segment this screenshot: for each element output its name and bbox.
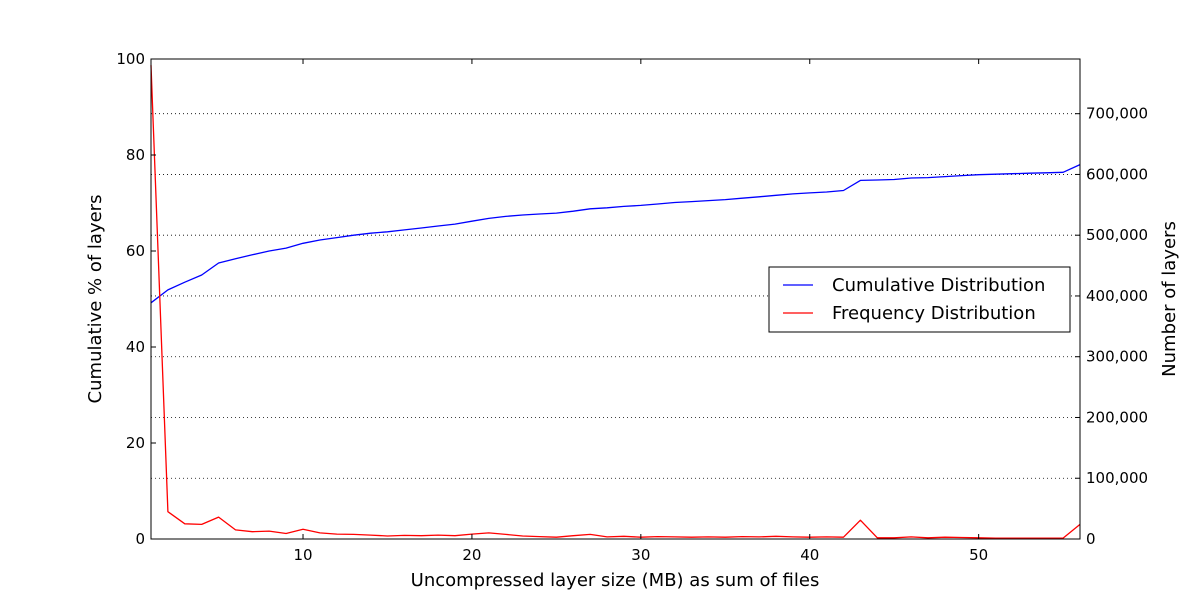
x-axis-label: Uncompressed layer size (MB) as sum of f… (411, 570, 820, 591)
x-tick-label: 10 (293, 546, 312, 564)
y-axis-label: Cumulative % of layers (85, 195, 106, 404)
y-tick-label: 100 (116, 50, 145, 68)
plot-frame (150, 58, 1081, 540)
y2-tick-label: 500,000 (1086, 226, 1148, 244)
y-tick-label: 20 (126, 434, 145, 452)
y2-tick-label: 700,000 (1086, 105, 1148, 123)
y2-tick-label: 300,000 (1086, 348, 1148, 366)
legend-frame (768, 266, 1071, 333)
x-tick-label: 30 (631, 546, 650, 564)
x-tick-label: 40 (800, 546, 819, 564)
legend: Cumulative Distribution Frequency Distri… (768, 266, 1071, 333)
legend-label-cumulative: Cumulative Distribution (832, 275, 1045, 296)
y-tick-label: 80 (126, 146, 145, 164)
x-tick-label: 50 (969, 546, 988, 564)
series-lines (150, 65, 1081, 539)
y-tick-label: 40 (126, 338, 145, 356)
y2-axis-label: Number of layers (1159, 221, 1180, 377)
x-tick-label: 20 (462, 546, 481, 564)
y-tick-label: 0 (135, 530, 145, 548)
series-line-frequency (150, 65, 1081, 539)
y-tick-label: 60 (126, 242, 145, 260)
grid-lines (151, 113, 1080, 479)
y2-tick-label: 400,000 (1086, 287, 1148, 305)
y2-tick-label: 100,000 (1086, 469, 1148, 487)
legend-label-frequency: Frequency Distribution (832, 303, 1036, 324)
y2-tick-label: 0 (1086, 530, 1096, 548)
y2-tick-label: 200,000 (1086, 408, 1148, 426)
series-line-cumulative (150, 164, 1081, 304)
y2-axis-ticks: 0 100,000 200,000 300,000 400,000 500,000 600,… (1075, 105, 1148, 548)
y2-tick-label: 600,000 (1086, 165, 1148, 183)
y-axis-ticks: 0 20 40 60 80 100 (116, 50, 156, 548)
x-axis-ticks: 10 20 30 40 50 (293, 59, 988, 564)
